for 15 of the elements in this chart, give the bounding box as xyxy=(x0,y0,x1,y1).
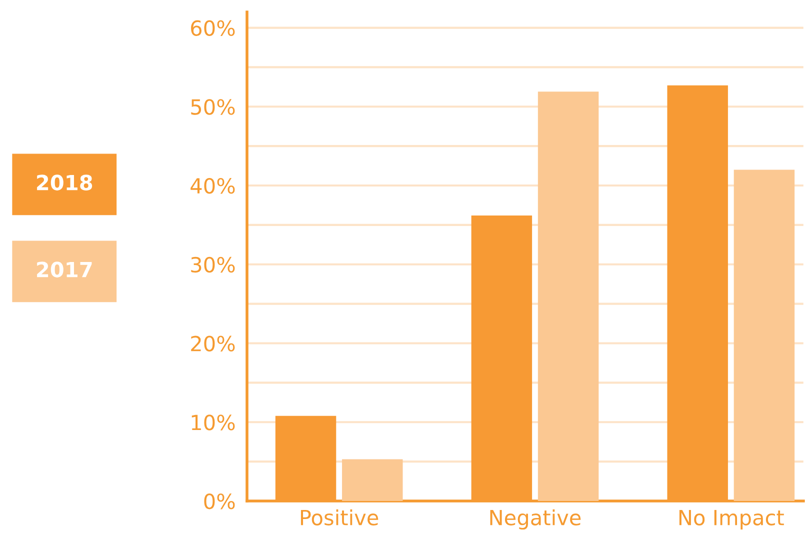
bar xyxy=(342,459,403,501)
y-tick-label: 50% xyxy=(191,99,235,115)
y-tick-label: 40% xyxy=(190,178,235,194)
bar xyxy=(538,92,599,501)
x-tick-label: Positive xyxy=(300,509,378,526)
bar xyxy=(734,170,795,501)
y-tick-label: 0% xyxy=(204,493,235,510)
y-tick-label: 30% xyxy=(191,256,235,273)
x-tick-label: Negative xyxy=(490,509,581,530)
x-tick-label: No Impact xyxy=(679,510,784,530)
text: 2018 xyxy=(37,174,92,190)
text: 2017 xyxy=(37,262,92,278)
y-tick-label: 10% xyxy=(192,414,235,430)
y-tick-label: 60% xyxy=(191,20,235,36)
y-tick-label: 20% xyxy=(191,336,235,352)
